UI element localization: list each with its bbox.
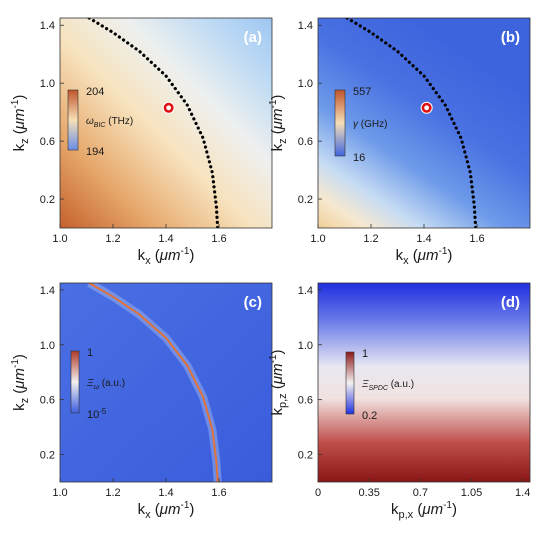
x-tick-label: 1.4 [158, 487, 173, 499]
heatmap-field [60, 283, 272, 482]
y-tick-label: 1.4 [40, 285, 55, 297]
panel-2: 1.0 1.2 1.4 1.6 0.2 0.6 1.0 1.4 (b) kx (μm-1) kz (… [268, 17, 531, 267]
x-tick-label: 1.2 [363, 233, 378, 245]
colorbar-max: 204 [86, 86, 104, 98]
y-tick-label: 1.4 [298, 285, 313, 297]
x-tick-label: 1.2 [105, 233, 120, 245]
y-tick-label: 0.2 [298, 194, 313, 206]
y-tick-label: 1.4 [298, 20, 313, 32]
y-tick-label: 1.0 [40, 78, 55, 90]
x-tick-label: 1.4 [158, 233, 173, 245]
y-tick-label: 1.0 [40, 340, 55, 352]
resonance-curve [345, 18, 478, 228]
y-tick-label: 1.0 [298, 78, 313, 90]
y-tick-label: 1.4 [40, 20, 55, 32]
x-tick-label: 1.6 [211, 487, 226, 499]
x-tick-label: 0.35 [358, 487, 379, 499]
colorbar-max: 557 [353, 86, 371, 98]
x-tick-label: 1.0 [310, 233, 325, 245]
plot-frame [317, 282, 531, 483]
x-tick-label: 0 [315, 487, 321, 499]
resonance-curve [87, 18, 220, 228]
y-axis-label: kz (μm-1) [10, 354, 31, 411]
bic-marker [162, 101, 175, 114]
y-tick-label: 1.0 [298, 340, 313, 352]
x-axis-label: kx (μm-1) [396, 246, 453, 267]
x-tick-label: 1.0 [52, 487, 67, 499]
panel-label: (b) [501, 29, 520, 46]
colorbar: 1 0.2 ΞSPDC (a.u.) [345, 348, 414, 422]
colorbar-label: Ξω (a.u.) [86, 378, 125, 391]
colorbar-min: 194 [86, 146, 104, 158]
y-tick-label: 0.6 [298, 395, 313, 407]
x-tick-label: 1.4 [416, 233, 431, 245]
x-tick-label: 1.6 [211, 233, 226, 245]
x-tick-label: 1.2 [105, 487, 120, 499]
panel-label: (c) [244, 294, 262, 311]
colorbar: 557 16 γ (GHz) [334, 86, 387, 164]
y-tick-label: 0.2 [40, 450, 55, 462]
x-axis-label: kp,x (μm-1) [391, 500, 457, 521]
colorbar-label: ΞSPDC (a.u.) [361, 379, 414, 392]
colorbar-label: γ (GHz) [353, 119, 387, 130]
panel-3: 1.0 1.2 1.4 1.6 0.2 0.6 1.0 1.4 (c) kx (μm-1) kz (… [10, 282, 273, 521]
x-axis-label: kx (μm-1) [138, 246, 195, 267]
y-axis-label: kz (μm-1) [10, 95, 31, 152]
x-tick-label: 1.05 [461, 487, 482, 499]
heatmap-field [60, 18, 272, 228]
colorbar-min: 10-5 [87, 407, 107, 421]
y-tick-label: 0.6 [40, 136, 55, 148]
heatmap-field [318, 18, 530, 228]
panel-4: 0 0.35 0.7 1.05 1.4 0.2 0.6 1.0 1.4 (d) kp,x (μm-1… [268, 282, 531, 521]
bic-marker [420, 101, 433, 114]
panel-label: (d) [501, 294, 520, 311]
x-tick-label: 1.6 [469, 233, 484, 245]
colorbar-label: ωBIC (THz) [86, 116, 133, 129]
resonance-curve [88, 283, 219, 482]
x-tick-label: 1.0 [52, 233, 67, 245]
panel-1: 1.0 1.2 1.4 1.6 0.2 0.6 1.0 1.4 (a) kx (μm-1) kz (… [10, 17, 273, 267]
colorbar: 204 194 ωBIC (THz) [67, 86, 133, 158]
y-axis-label: kp,z (μm-1) [268, 350, 289, 416]
y-tick-label: 0.6 [40, 395, 55, 407]
y-tick-label: 0.2 [298, 450, 313, 462]
y-tick-label: 0.2 [40, 194, 55, 206]
x-axis-label: kx (μm-1) [138, 500, 195, 521]
colorbar-min: 0.2 [362, 410, 377, 422]
y-axis-label: kz (μm-1) [268, 95, 289, 152]
x-tick-label: 1.4 [515, 487, 530, 499]
x-tick-label: 0.7 [413, 487, 428, 499]
colorbar-max: 1 [362, 348, 368, 360]
colorbar: 1 10-5 Ξω (a.u.) [70, 347, 125, 421]
colorbar-min: 16 [353, 152, 365, 164]
panel-label: (a) [244, 29, 262, 46]
colorbar-max: 1 [87, 347, 93, 359]
y-tick-label: 0.6 [298, 136, 313, 148]
